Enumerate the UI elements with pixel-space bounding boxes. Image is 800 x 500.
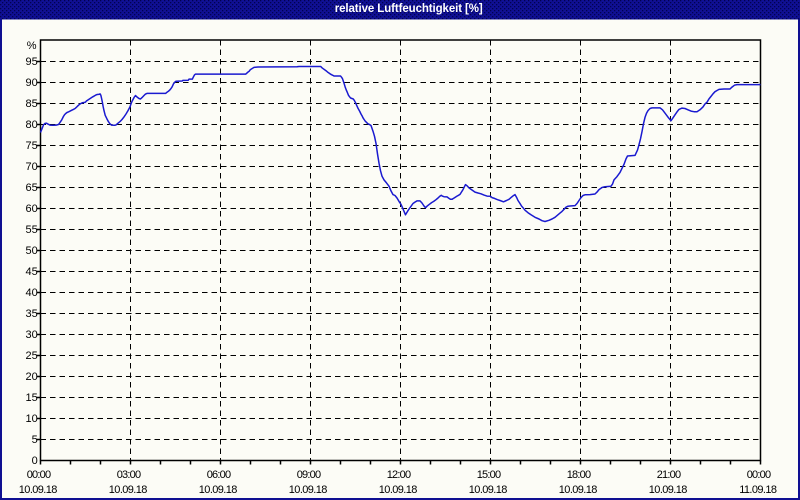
svg-text:09:00: 09:00 bbox=[297, 469, 321, 481]
svg-text:03:00: 03:00 bbox=[117, 469, 141, 481]
svg-text:10.09.18: 10.09.18 bbox=[199, 484, 238, 496]
svg-text:00:00: 00:00 bbox=[747, 469, 771, 481]
svg-text:85: 85 bbox=[26, 98, 38, 110]
svg-text:06:00: 06:00 bbox=[207, 469, 231, 481]
svg-text:11.09.18: 11.09.18 bbox=[739, 484, 777, 496]
svg-text:10.09.18: 10.09.18 bbox=[109, 484, 148, 496]
svg-text:90: 90 bbox=[26, 77, 38, 89]
svg-text:15: 15 bbox=[26, 392, 38, 404]
svg-text:10.09.18: 10.09.18 bbox=[289, 484, 328, 496]
svg-text:10.09.18: 10.09.18 bbox=[469, 484, 508, 496]
svg-text:21:00: 21:00 bbox=[657, 469, 681, 481]
svg-text:75: 75 bbox=[26, 140, 38, 152]
svg-text:relative Luftfeuchtigkeit [%]: relative Luftfeuchtigkeit [%] bbox=[335, 3, 483, 15]
svg-text:45: 45 bbox=[26, 266, 38, 278]
svg-text:95: 95 bbox=[26, 56, 38, 68]
svg-text:10: 10 bbox=[26, 413, 38, 425]
svg-text:00:00: 00:00 bbox=[27, 469, 51, 481]
svg-text:0: 0 bbox=[32, 455, 38, 467]
svg-text:5: 5 bbox=[32, 434, 38, 446]
svg-text:12:00: 12:00 bbox=[387, 469, 411, 481]
svg-text:15:00: 15:00 bbox=[477, 469, 501, 481]
svg-text:10.09.18: 10.09.18 bbox=[559, 484, 598, 496]
svg-text:55: 55 bbox=[26, 224, 38, 236]
svg-text:30: 30 bbox=[26, 329, 38, 341]
svg-text:%: % bbox=[27, 40, 37, 52]
svg-text:40: 40 bbox=[26, 287, 38, 299]
svg-text:35: 35 bbox=[26, 308, 38, 320]
svg-text:50: 50 bbox=[26, 245, 38, 257]
svg-text:70: 70 bbox=[26, 161, 38, 173]
svg-text:65: 65 bbox=[26, 182, 38, 194]
svg-text:10.09.18: 10.09.18 bbox=[19, 484, 58, 496]
svg-text:25: 25 bbox=[26, 350, 38, 362]
svg-text:80: 80 bbox=[26, 119, 38, 131]
svg-text:10.09.18: 10.09.18 bbox=[649, 484, 688, 496]
svg-text:60: 60 bbox=[26, 203, 38, 215]
svg-text:18:00: 18:00 bbox=[567, 469, 591, 481]
svg-text:20: 20 bbox=[26, 371, 38, 383]
svg-text:10.09.18: 10.09.18 bbox=[379, 484, 418, 496]
